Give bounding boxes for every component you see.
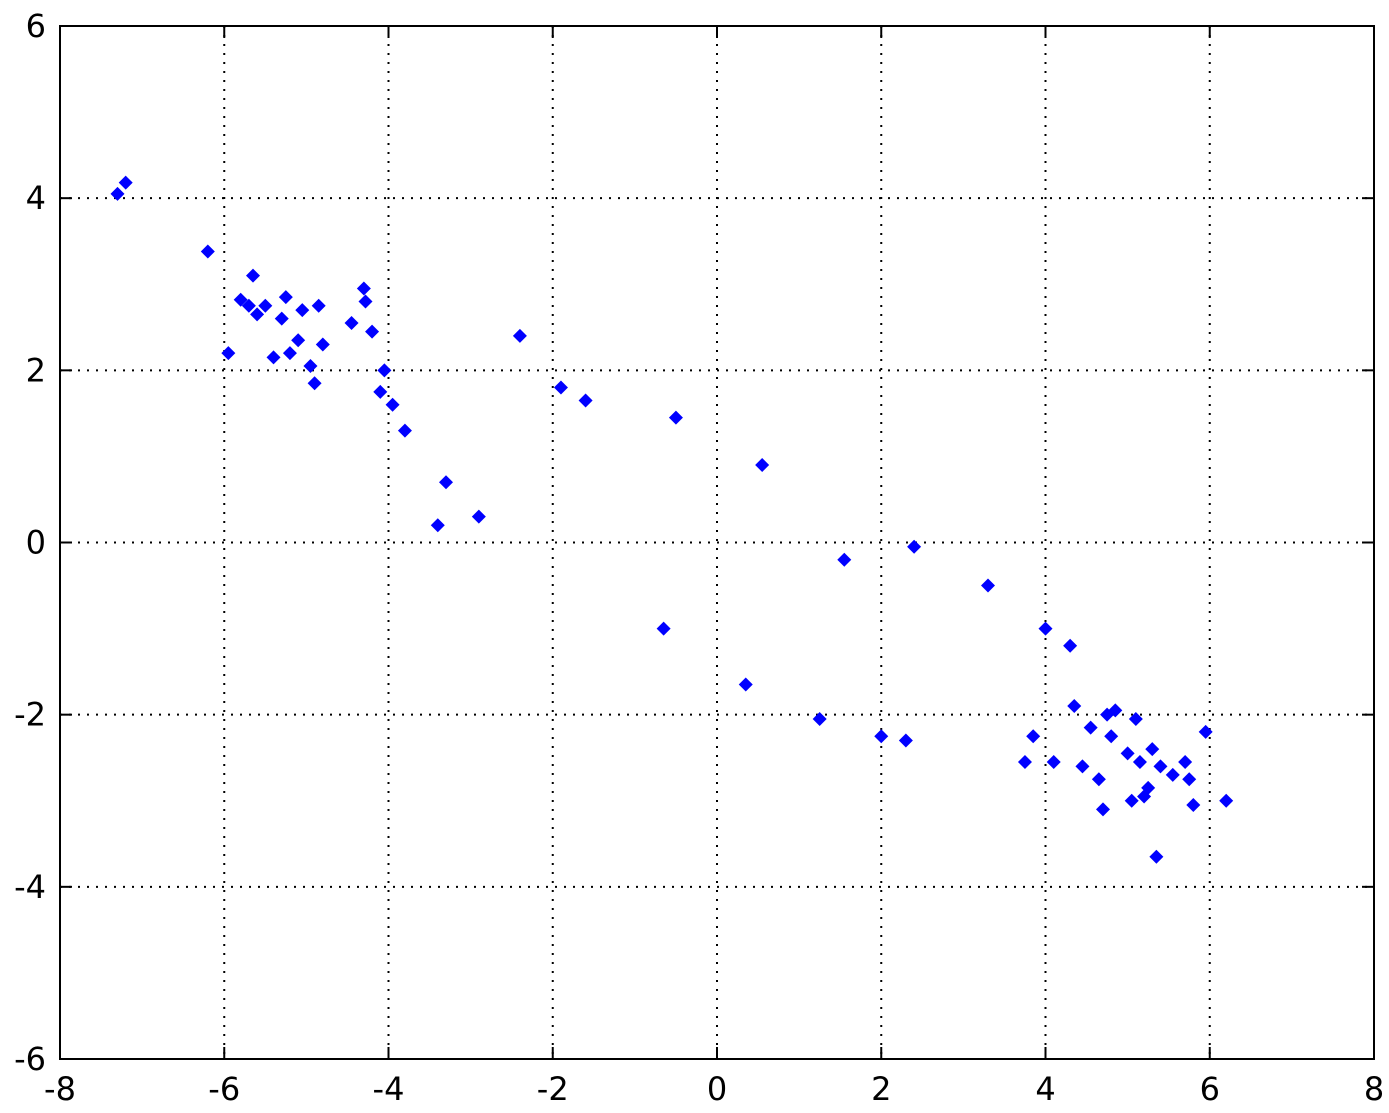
data-point	[1108, 703, 1123, 718]
data-point	[512, 328, 527, 343]
data-point	[1182, 772, 1197, 787]
data-point	[344, 315, 359, 330]
data-point	[295, 303, 310, 318]
x-tick-label: 0	[707, 1070, 727, 1108]
data-point	[365, 324, 380, 339]
data-point	[241, 298, 256, 313]
data-point	[266, 350, 281, 365]
x-tick-label: -6	[208, 1070, 240, 1108]
y-tick-label: 4	[26, 179, 46, 217]
data-point	[812, 711, 827, 726]
data-point	[1132, 755, 1147, 770]
data-point	[282, 346, 297, 361]
data-point	[1046, 755, 1061, 770]
data-point	[1165, 767, 1180, 782]
data-point	[307, 376, 322, 391]
data-point	[377, 363, 392, 378]
data-point	[898, 733, 913, 748]
data-point	[1083, 720, 1098, 735]
data-point	[278, 290, 293, 305]
data-point	[258, 298, 273, 313]
y-tick-labels: -6 -4 -2 0 2 4 6	[14, 7, 46, 1078]
data-point	[1149, 849, 1164, 864]
x-tick-labels: -8 -6 -4 -2 0 2 4 6 8	[44, 1070, 1384, 1108]
data-point	[1178, 755, 1193, 770]
data-point	[1067, 699, 1082, 714]
data-point	[471, 509, 486, 524]
y-tick-label: 0	[26, 524, 46, 562]
data-point	[1026, 729, 1041, 744]
data-point	[315, 337, 330, 352]
data-point	[110, 186, 125, 201]
data-point	[1128, 711, 1143, 726]
grid-lines	[60, 26, 1374, 1059]
x-tick-label: 4	[1035, 1070, 1055, 1108]
data-point	[291, 333, 306, 348]
data-point	[755, 458, 770, 473]
data-point	[221, 346, 236, 361]
data-point	[373, 384, 388, 399]
data-point	[438, 475, 453, 490]
y-tick-label: -4	[14, 868, 46, 906]
y-tick-label: 2	[26, 351, 46, 389]
data-point	[274, 311, 289, 326]
data-point	[1095, 802, 1110, 817]
data-point	[385, 397, 400, 412]
data-point	[1120, 746, 1135, 761]
data-point	[250, 307, 265, 322]
data-point	[118, 175, 133, 190]
data-point	[200, 244, 215, 259]
data-point	[397, 423, 412, 438]
data-point	[356, 281, 371, 296]
axis-ticks	[59, 25, 1375, 1060]
y-tick-label: -2	[14, 696, 46, 734]
data-point	[1091, 772, 1106, 787]
data-point	[430, 518, 445, 533]
data-point	[874, 729, 889, 744]
x-tick-label: -4	[373, 1070, 405, 1108]
data-point	[1124, 793, 1139, 808]
data-point	[656, 621, 671, 636]
data-point	[1017, 755, 1032, 770]
data-point	[245, 268, 260, 283]
data-point	[1141, 780, 1156, 795]
data-point	[668, 410, 683, 425]
data-point	[1104, 729, 1119, 744]
data-point	[907, 539, 922, 554]
x-tick-label: 8	[1364, 1070, 1384, 1108]
data-point	[1075, 759, 1090, 774]
y-tick-label: 6	[26, 7, 46, 45]
x-tick-label: -2	[537, 1070, 569, 1108]
data-point	[1145, 742, 1160, 757]
data-point	[1153, 759, 1168, 774]
data-point	[303, 359, 318, 374]
data-point	[578, 393, 593, 408]
data-point	[1063, 638, 1078, 653]
x-tick-label: 6	[1200, 1070, 1220, 1108]
y-tick-label: -6	[14, 1040, 46, 1078]
data-point	[311, 298, 326, 313]
data-point	[553, 380, 568, 395]
data-point	[738, 677, 753, 692]
x-tick-label: -8	[44, 1070, 76, 1108]
data-point	[1198, 724, 1213, 739]
data-point	[1186, 798, 1201, 813]
data-point	[981, 578, 996, 593]
data-point	[837, 552, 852, 567]
data-point	[1038, 621, 1053, 636]
data-points	[110, 175, 1234, 864]
data-point	[1219, 793, 1234, 808]
x-tick-label: 2	[871, 1070, 891, 1108]
data-point	[233, 292, 248, 307]
data-point	[358, 294, 373, 309]
